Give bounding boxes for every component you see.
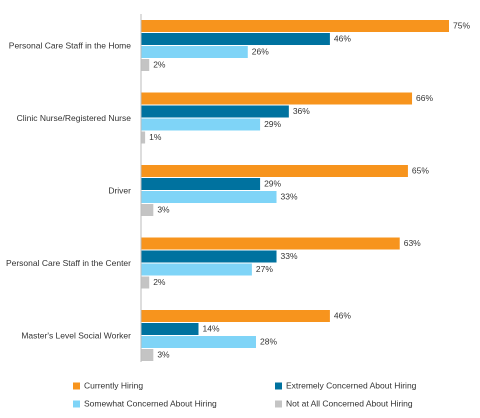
category-label: Master's Level Social Worker [21, 330, 131, 340]
value-label: 29% [264, 178, 281, 188]
bar [141, 118, 261, 131]
value-label: 36% [293, 106, 310, 116]
value-label: 46% [334, 310, 351, 320]
category-label: Personal Care Staff in the Center [6, 258, 131, 268]
bar [141, 336, 256, 348]
value-label: 2% [153, 277, 166, 287]
value-label: 3% [157, 204, 170, 214]
category-label: Driver [108, 185, 131, 195]
bar [141, 46, 248, 58]
value-label: 27% [256, 264, 273, 274]
bar [141, 131, 146, 144]
bar [141, 33, 330, 45]
value-label: 2% [153, 59, 166, 69]
value-label: 29% [264, 119, 281, 129]
value-label: 75% [453, 20, 470, 30]
bar [141, 165, 408, 177]
legend-label: Not at All Concerned About Hiring [286, 398, 413, 408]
bar [141, 250, 277, 263]
legend-swatch [73, 400, 80, 408]
value-label: 14% [202, 323, 219, 333]
value-label: 28% [260, 336, 277, 346]
legend-label: Currently Hiring [84, 380, 143, 390]
legend-swatch [275, 400, 282, 408]
category-label: Clinic Nurse/Registered Nurse [17, 113, 132, 123]
bar [141, 191, 277, 203]
value-label: 66% [416, 93, 433, 103]
value-label: 3% [157, 349, 170, 359]
bar [141, 310, 330, 322]
bar [141, 349, 154, 361]
value-label: 33% [281, 191, 298, 201]
bar [141, 263, 252, 276]
value-label: 63% [404, 238, 421, 248]
legend-swatch [73, 382, 80, 390]
bar [141, 237, 400, 250]
value-label: 1% [149, 132, 162, 142]
value-label: 46% [334, 33, 351, 43]
value-label: 65% [412, 165, 429, 175]
bar [141, 178, 261, 190]
bar [141, 20, 449, 32]
value-label: 33% [281, 251, 298, 261]
legend-label: Somewhat Concerned About Hiring [84, 398, 217, 408]
legend-label: Extremely Concerned About Hiring [286, 380, 417, 390]
bar [141, 276, 150, 289]
bar [141, 59, 150, 71]
bar [141, 92, 413, 105]
bar [141, 204, 154, 216]
bar [141, 105, 289, 118]
legend-swatch [275, 382, 282, 390]
category-label: Personal Care Staff in the Home [9, 40, 131, 50]
value-label: 26% [252, 46, 269, 56]
bar [141, 323, 199, 335]
